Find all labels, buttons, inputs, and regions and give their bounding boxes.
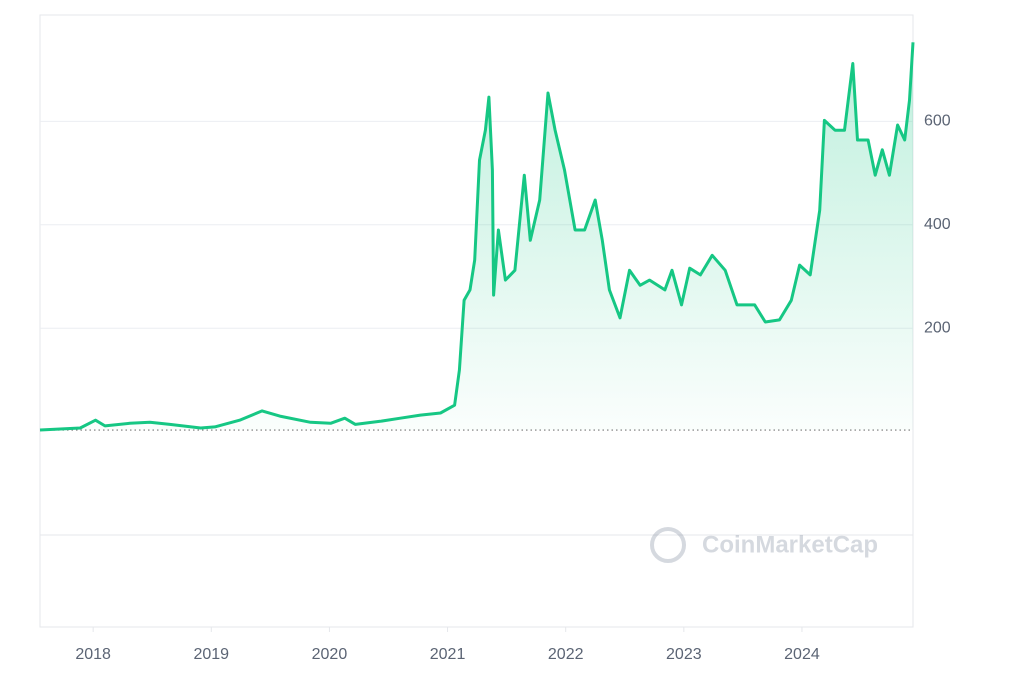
y-tick-label: 600 (924, 113, 951, 130)
x-tick-label: 2019 (193, 646, 229, 663)
watermark: CoinMarketCap (650, 527, 878, 563)
x-tick-label: 2023 (666, 646, 702, 663)
y-tick-label: 200 (924, 319, 951, 336)
x-tick-label: 2022 (548, 646, 584, 663)
price-line (39, 42, 915, 432)
plot-layer: 200 400 600 2018 2019 2020 2021 2022 2023 2024 (39, 42, 951, 663)
watermark-logo (650, 527, 686, 563)
watermark-text: CoinMarketCap (702, 531, 878, 558)
x-tick-label: 2020 (312, 646, 348, 663)
x-tick-label: 2018 (75, 646, 111, 663)
x-tick-label: 2021 (430, 646, 466, 663)
y-tick-label: 400 (924, 216, 951, 233)
x-tick-label: 2024 (784, 646, 820, 663)
